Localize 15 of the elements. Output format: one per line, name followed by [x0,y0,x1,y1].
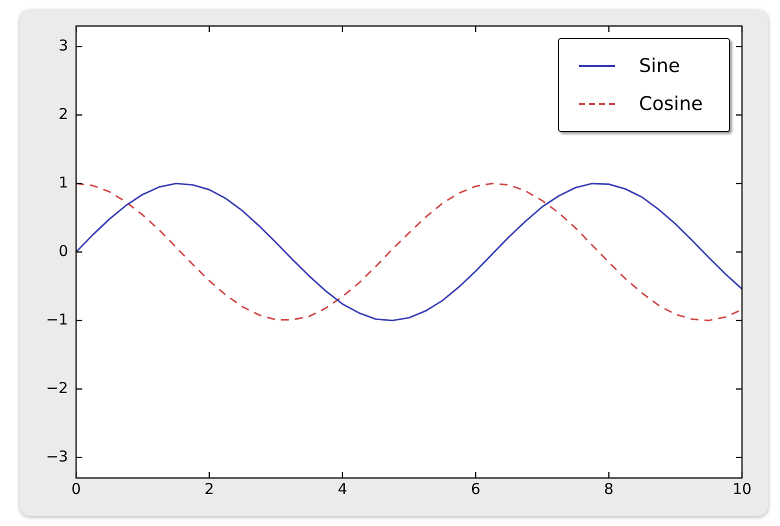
y-tick-label: −3 [46,447,68,466]
x-tick-label: 2 [204,480,214,498]
x-tick-label: 6 [470,480,480,498]
y-tick-label: 1 [58,173,68,192]
x-tick-label: 10 [732,480,752,498]
y-tick-label: −1 [46,310,68,328]
legend-label: Sine [639,55,680,77]
x-tick-label: 8 [604,480,614,498]
y-tick-label: 0 [58,242,68,260]
y-tick-label: 3 [58,36,68,54]
x-tick-label: 0 [71,480,81,498]
y-tick-label: 2 [58,104,68,123]
x-tick-label: 4 [338,480,348,498]
y-tick-label: −2 [46,378,68,397]
legend-label: Cosine [639,93,703,115]
